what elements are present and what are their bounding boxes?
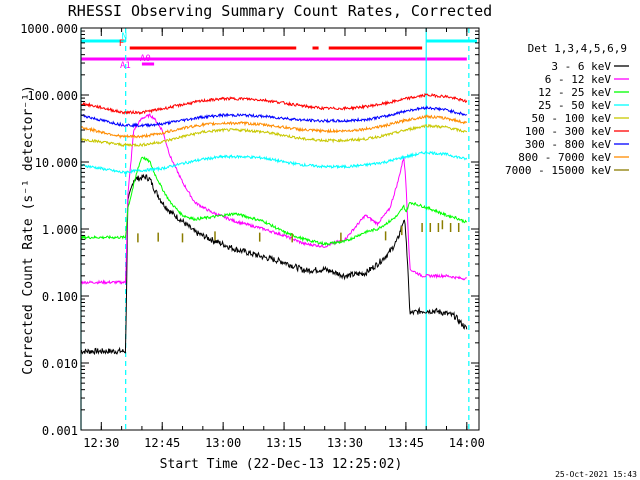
generation-timestamp: 25-Oct-2021 15:43 xyxy=(555,470,637,479)
series-line-2 xyxy=(80,156,468,246)
x-tick-label-0: 12:30 xyxy=(83,436,119,450)
legend-label-5: 100 - 300 keV xyxy=(525,125,611,138)
series-line-1 xyxy=(80,113,468,286)
legend-title: Det 1,3,4,5,6,9 xyxy=(528,42,627,55)
series-lines xyxy=(80,92,468,356)
y-tick-label-1: 100.000 xyxy=(27,89,78,103)
series-line-7 xyxy=(80,114,468,140)
series-line-5 xyxy=(80,92,468,115)
y-axis-label: Corrected Count Rate (s⁻¹ detector⁻¹) xyxy=(21,85,36,375)
state-change-lines xyxy=(80,28,470,430)
series-line-0 xyxy=(80,173,468,356)
legend-label-7: 800 - 7000 keV xyxy=(518,151,611,164)
y-tick-label-6: 0.001 xyxy=(42,424,78,438)
legend-label-3: 25 - 50 keV xyxy=(538,99,611,112)
y-axis-ticks: 1000.000 100.000 10.000 1.000 0.100 0.010 0.00… xyxy=(20,22,479,438)
legend-label-1: 6 - 12 keV xyxy=(545,73,612,86)
series-line-3 xyxy=(80,150,468,175)
x-tick-label-6: 14:00 xyxy=(449,436,485,450)
series-line-8 xyxy=(137,220,460,243)
legend-label-8: 7000 - 15000 keV xyxy=(505,164,611,177)
annotation-label-1: F xyxy=(119,39,124,49)
y-tick-label-3: 1.000 xyxy=(42,223,78,237)
legend-label-6: 300 - 800 keV xyxy=(525,138,611,151)
legend-label-4: 50 - 100 keV xyxy=(532,112,612,125)
x-tick-label-3: 13:15 xyxy=(266,436,302,450)
annotation-label-3: A0 xyxy=(140,54,151,64)
x-tick-label-4: 13:30 xyxy=(327,436,363,450)
y-tick-label-0: 1000.000 xyxy=(20,22,78,36)
x-axis-label: Start Time (22-Dec-13 12:25:02) xyxy=(160,457,403,472)
x-axis-ticks: 12:30 12:45 13:00 13:15 13:30 13:45 14:00 xyxy=(80,28,485,450)
series-line-4 xyxy=(80,123,468,148)
legend-label-2: 12 - 25 keV xyxy=(538,86,611,99)
legend-label-0: 3 - 6 keV xyxy=(551,60,611,73)
x-tick-label-1: 12:45 xyxy=(144,436,180,450)
chart-title: RHESSI Observing Summary Count Rates, Co… xyxy=(68,2,492,20)
attenuator-state-bars: NFA1A0 xyxy=(81,32,477,71)
y-tick-label-2: 10.000 xyxy=(35,156,78,170)
y-tick-label-4: 0.100 xyxy=(42,290,78,304)
x-tick-label-5: 13:45 xyxy=(388,436,424,450)
x-tick-label-2: 13:00 xyxy=(205,436,241,450)
y-tick-label-5: 0.010 xyxy=(42,357,78,371)
annotation-label-0: N xyxy=(122,32,127,42)
series-line-6 xyxy=(80,105,467,129)
